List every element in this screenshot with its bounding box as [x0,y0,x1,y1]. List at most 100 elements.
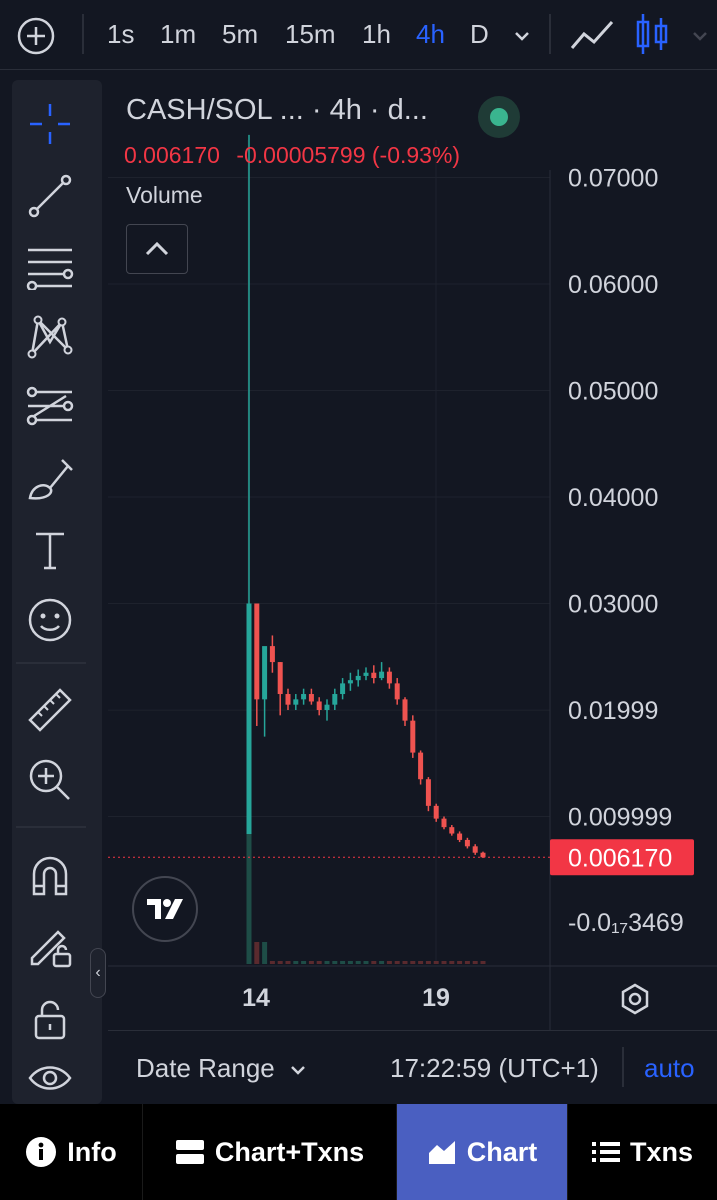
candle-body [402,699,408,721]
ruler-icon[interactable] [26,686,74,734]
timeframe-5m[interactable]: 5m [222,19,259,49]
candle-body [480,852,486,858]
tab-chart-txns-label: Chart+Txns [214,1136,365,1167]
legend-collapse-button[interactable] [126,224,188,274]
price-axis-label: 0.04000 [568,484,658,512]
clock-timezone[interactable]: 17:22:59 (UTC+1) [390,1053,599,1083]
candle-body [347,680,353,684]
volume-bar [394,961,400,964]
line-chart-icon[interactable] [568,16,616,56]
timeframe-1m[interactable]: 1m [160,19,197,49]
crosshair-icon[interactable] [26,100,74,148]
list-icon [591,1142,620,1162]
eye-icon[interactable] [26,1054,74,1102]
volume-bar [441,961,447,964]
date-bar: Date Range 17:22:59 (UTC+1) auto [108,1030,717,1104]
candle-body [355,675,361,681]
volume-bar [324,961,330,964]
split-view-icon [175,1140,204,1164]
date-range-label: Date Range [136,1053,275,1083]
candlestick-icon[interactable] [634,12,670,56]
tradingview-logo[interactable] [132,876,198,942]
price-axis-label: 0.01999 [568,697,658,725]
candle-body [457,833,463,840]
volume-bar [355,961,361,964]
candle-body [254,603,260,700]
price-chart[interactable]: 0.07000 0.06000 0.05000 0.04000 0.03000 0.019… [108,80,717,1030]
candle-body [246,603,252,918]
chevron-down-icon[interactable] [688,24,712,48]
chevron-up-icon [145,241,169,256]
volume-bar [269,961,275,964]
candle-body [449,827,455,834]
chart-pane[interactable]: 0.07000 0.06000 0.05000 0.04000 0.03000 0.019… [108,80,717,1104]
area-chart-icon [428,1141,455,1164]
volume-bar [379,961,385,964]
last-price-tag [550,839,694,876]
volume-bar [418,961,424,964]
chevron-down-icon[interactable] [510,24,534,48]
emoji-icon[interactable] [26,596,74,644]
settings-icon[interactable] [618,982,652,1016]
candle-body [293,699,299,705]
volume-bar [457,961,463,964]
symbol-title[interactable]: CASH/SOL ... · 4h · d... [126,94,428,126]
candle-body [285,694,291,705]
timeframe-1h[interactable]: 1h [362,19,391,49]
timeframe-1s[interactable]: 1s [107,19,135,49]
collapse-toolbar-button[interactable]: ‹ [90,948,106,998]
volume-bar [262,942,268,964]
trend-line-icon[interactable] [26,172,74,220]
fib-icon[interactable] [26,384,74,432]
volume-label[interactable]: Volume [126,182,203,208]
candle-body [332,694,338,705]
tab-info[interactable]: Info [0,1104,143,1200]
chevron-down-icon [291,1066,305,1075]
magnet-icon[interactable] [26,852,74,900]
timeframe-15m[interactable]: 15m [285,19,336,49]
text-icon[interactable] [26,526,74,574]
tab-txns[interactable]: Txns [568,1104,717,1200]
volume-bar [316,961,322,964]
price-axis-label: 0.009999 [568,804,672,832]
pattern-icon[interactable] [26,312,74,360]
volume-bar [340,961,346,964]
legend-change: -0.00005799 (-0.93%) [236,142,461,168]
candle-body [316,701,322,710]
volume-bar [254,942,260,964]
candle-body [269,646,275,663]
info-icon [26,1137,57,1167]
candle-body [277,662,283,695]
legend-price: 0.006170 [124,142,220,168]
candle-body [410,720,416,753]
volume-bar [449,961,455,964]
lock-pencil-icon[interactable] [26,922,74,970]
tool-divider [16,662,86,664]
candle-body [324,704,330,710]
price-axis-label: 0.07000 [568,165,658,193]
timeframe-d[interactable]: D [470,19,489,49]
date-range-button[interactable]: Date Range [136,1053,308,1084]
tab-chart[interactable]: Chart [397,1104,568,1200]
candle-body [308,694,314,702]
time-axis-label: 19 [422,984,450,1012]
candle-body [386,671,392,684]
plus-circle-icon[interactable] [16,16,56,56]
toolbar-divider [549,14,551,54]
time-axis-label: 14 [242,984,270,1012]
volume-bar [464,961,470,964]
timeframe-4h[interactable]: 4h [416,19,445,49]
tool-divider [16,826,86,828]
brush-icon[interactable] [26,456,74,504]
tab-chart-txns[interactable]: Chart+Txns [143,1104,397,1200]
volume-bar [386,961,392,964]
volume-bar [285,961,291,964]
tab-chart-label: Chart [466,1136,538,1167]
volume-bar [480,961,486,964]
lock-icon[interactable] [26,994,74,1042]
auto-scale-button[interactable]: auto [644,1053,695,1083]
candle-body [418,752,424,780]
zoom-in-icon[interactable] [26,756,74,804]
drawing-tools-panel [12,80,102,1104]
horizontal-lines-icon[interactable] [26,242,74,290]
